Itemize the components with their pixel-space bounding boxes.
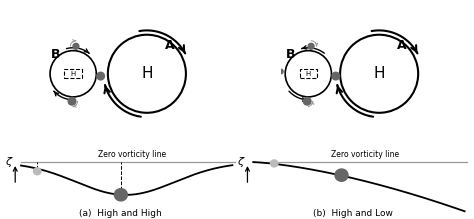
Text: Zero vorticity line: Zero vorticity line <box>331 150 399 159</box>
Circle shape <box>97 72 104 80</box>
Text: H: H <box>374 66 385 81</box>
Bar <box>64 69 82 78</box>
Text: (a)  High and High: (a) High and High <box>80 209 162 218</box>
Text: H: H <box>306 71 311 77</box>
Circle shape <box>73 43 79 49</box>
Text: ζ: ζ <box>237 157 244 167</box>
Circle shape <box>68 97 76 105</box>
Text: A: A <box>164 39 174 52</box>
Circle shape <box>303 97 311 105</box>
Circle shape <box>279 69 283 74</box>
Text: ζ: ζ <box>5 157 11 167</box>
Text: B: B <box>286 48 296 61</box>
Text: (b)  High and Low: (b) High and Low <box>313 209 393 218</box>
Text: H: H <box>141 66 153 81</box>
Text: H: H <box>71 71 76 77</box>
Bar <box>300 69 317 78</box>
Text: Zero vorticity line: Zero vorticity line <box>99 150 166 159</box>
Text: B: B <box>51 48 61 61</box>
Circle shape <box>308 43 314 49</box>
Circle shape <box>34 168 41 175</box>
Circle shape <box>335 169 348 181</box>
Circle shape <box>114 189 128 201</box>
Text: A: A <box>397 39 407 52</box>
Circle shape <box>44 69 48 74</box>
Circle shape <box>332 72 339 80</box>
Circle shape <box>271 160 278 167</box>
